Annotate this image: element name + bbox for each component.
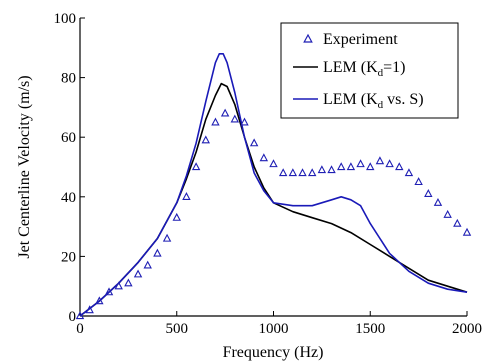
- data-point: [240, 117, 249, 126]
- data-point: [269, 159, 278, 168]
- x-tick-label: 1500: [355, 321, 385, 337]
- x-tick-label: 1000: [259, 321, 289, 337]
- y-tick-label: 20: [61, 249, 76, 265]
- legend-label-lem-kd-1: LEM (Kd=1): [323, 59, 406, 79]
- data-point: [162, 233, 172, 242]
- legend-label-lem-kd-vs-s: LEM (Kd vs. S): [323, 91, 424, 111]
- data-point: [85, 305, 94, 314]
- data-point: [191, 162, 201, 171]
- data-point: [75, 311, 85, 320]
- y-axis-label: Jet Centerline Velocity (m/s): [16, 75, 33, 258]
- data-point: [356, 159, 365, 168]
- data-point: [278, 168, 288, 177]
- legend-lem2-suffix: vs. S): [383, 91, 423, 108]
- data-point: [317, 165, 327, 174]
- data-point: [385, 159, 394, 168]
- legend-label-experiment: Experiment: [323, 31, 398, 48]
- data-point: [201, 135, 210, 144]
- x-tick-label: 0: [76, 321, 84, 337]
- data-point: [346, 162, 356, 171]
- data-point: [172, 212, 181, 221]
- data-point: [424, 189, 433, 197]
- data-point: [114, 281, 123, 290]
- data-point: [404, 168, 414, 177]
- y-tick-label: 0: [69, 309, 77, 325]
- data-point: [288, 168, 298, 177]
- series-experiment: [75, 108, 472, 320]
- x-axis-label: Frequency (Hz): [223, 344, 324, 361]
- legend-lem1-suffix: =1): [383, 59, 405, 76]
- legend-lem1-sub: d: [378, 67, 384, 79]
- data-point: [433, 197, 443, 206]
- y-tick-label: 100: [54, 11, 77, 27]
- data-point: [249, 138, 259, 147]
- tick-labels: 0 500 1000 1500 2000 0 20 40 60 80 100: [54, 11, 483, 337]
- data-point: [211, 117, 220, 126]
- data-point: [220, 108, 230, 117]
- data-point: [395, 162, 404, 171]
- data-point: [337, 162, 346, 171]
- x-tick-label: 2000: [452, 321, 482, 337]
- data-point: [366, 162, 375, 171]
- data-point: [307, 168, 317, 177]
- data-point: [153, 248, 162, 257]
- legend-marker-experiment: [303, 33, 313, 43]
- data-point: [143, 260, 152, 269]
- x-tick-label: 500: [166, 321, 189, 337]
- data-point: [95, 296, 104, 305]
- legend-lem2-prefix: LEM (K: [323, 91, 378, 108]
- series-line: [79, 53, 468, 317]
- y-tick-label: 60: [61, 130, 76, 146]
- data-point: [259, 153, 269, 162]
- data-point: [462, 227, 472, 236]
- legend-box: [280, 22, 459, 119]
- data-point: [182, 192, 191, 200]
- data-point: [443, 209, 452, 218]
- series-lem-kd-vs-s: [79, 53, 468, 317]
- legend-lem1-prefix: LEM (K: [323, 59, 378, 76]
- data-point: [133, 269, 143, 278]
- legend: Experiment LEM (Kd=1) LEM (Kd vs. S): [280, 22, 459, 119]
- data-point: [375, 156, 385, 165]
- data-point: [414, 177, 423, 186]
- legend-lem2-sub: d: [378, 99, 384, 111]
- data-point: [230, 114, 240, 123]
- data-point: [453, 218, 462, 227]
- y-tick-label: 40: [61, 190, 76, 206]
- data-point: [124, 278, 133, 287]
- data-point: [104, 287, 114, 296]
- data-point: [298, 168, 307, 177]
- data-point: [327, 165, 336, 174]
- y-tick-label: 80: [61, 71, 76, 87]
